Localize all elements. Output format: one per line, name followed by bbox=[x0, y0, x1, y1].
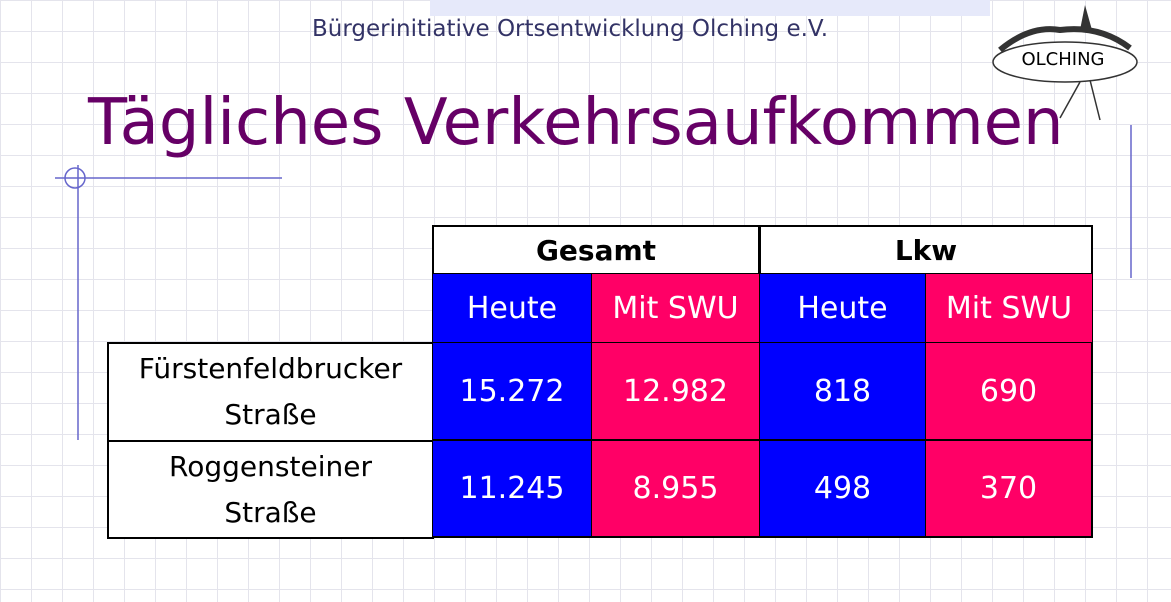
group-header: Gesamt bbox=[432, 225, 760, 275]
value-cell: 11.245 bbox=[432, 440, 592, 538]
title: Tägliches Verkehrsaufkommen bbox=[88, 86, 1064, 160]
sub-header: Heute bbox=[759, 273, 926, 343]
value-cell: 15.272 bbox=[432, 342, 592, 441]
value-cell: 818 bbox=[759, 342, 926, 441]
value-cell: 370 bbox=[925, 440, 1093, 538]
row-label: Roggensteiner Straße bbox=[107, 440, 434, 539]
sub-header: Heute bbox=[432, 273, 592, 343]
sub-header: Mit SWU bbox=[591, 273, 760, 343]
organization: Bürgerinitiative Ortsentwicklung Olching… bbox=[311, 16, 829, 42]
row-label: Fürstenfeldbrucker Straße bbox=[107, 342, 434, 442]
top-bar bbox=[430, 0, 990, 16]
value-cell: 498 bbox=[759, 440, 926, 538]
logo-text: OLCHING bbox=[1021, 49, 1104, 70]
value-cell: 8.955 bbox=[591, 440, 760, 538]
value-cell: 12.982 bbox=[591, 342, 760, 441]
sub-header: Mit SWU bbox=[925, 273, 1093, 343]
value-cell: 690 bbox=[925, 342, 1093, 441]
group-header: Lkw bbox=[759, 225, 1093, 275]
